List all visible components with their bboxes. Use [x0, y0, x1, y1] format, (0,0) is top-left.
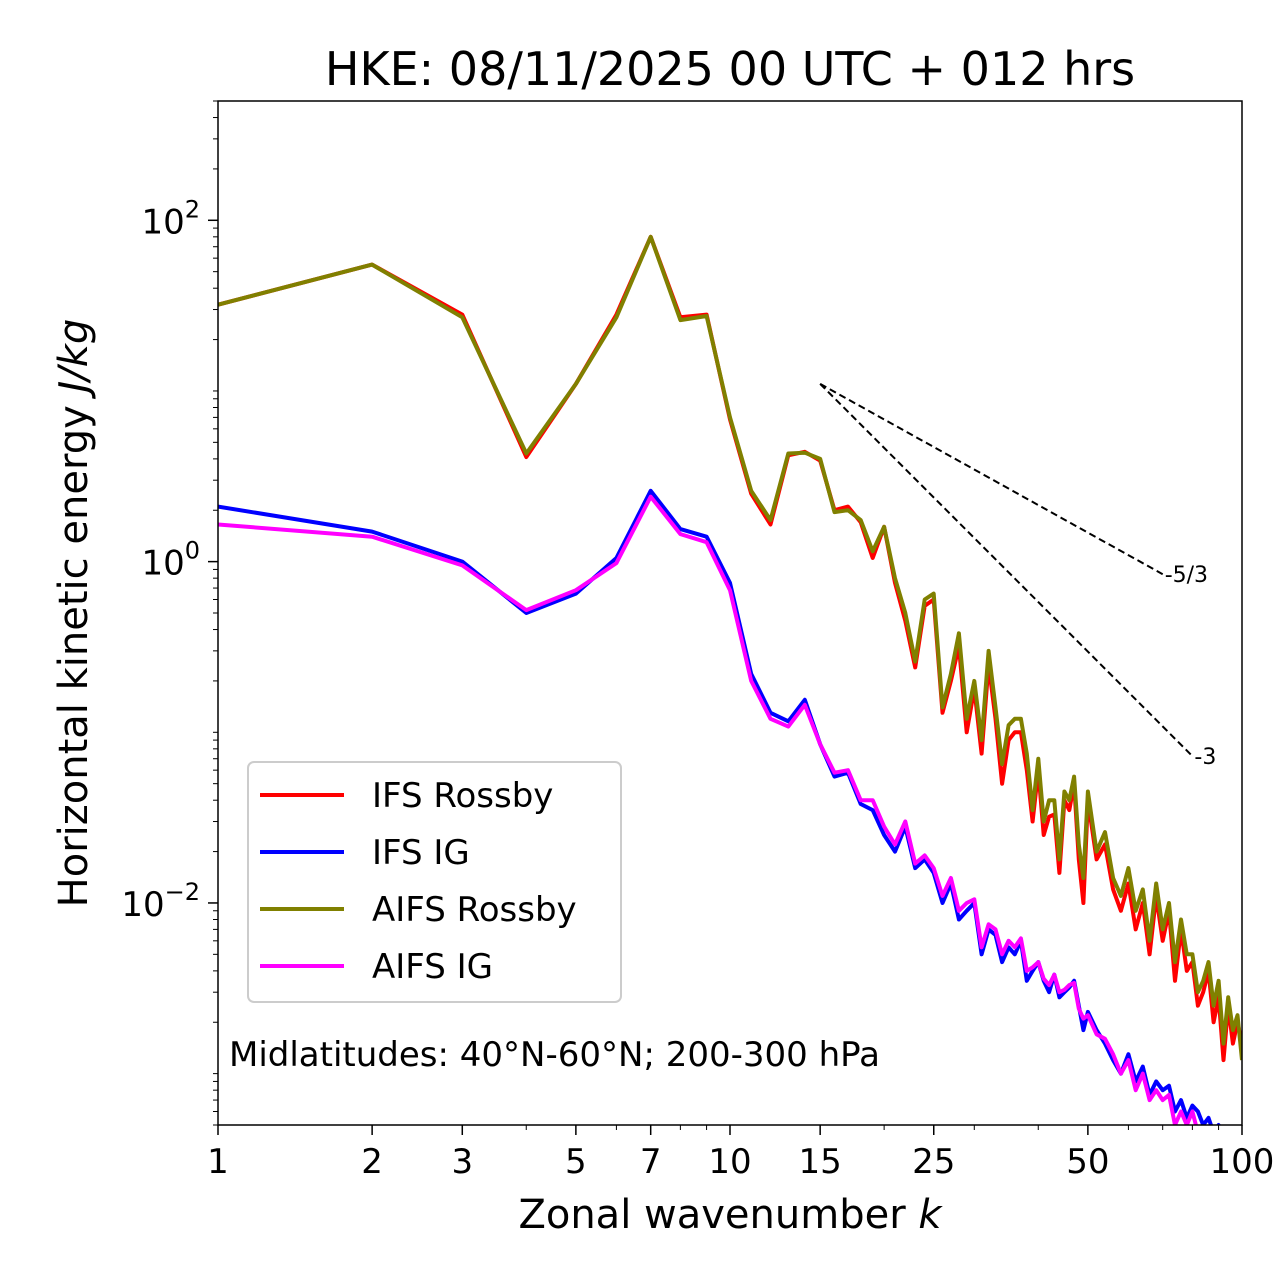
reference-line-label: -3: [1194, 745, 1216, 770]
x-tick-label: 5: [565, 1142, 587, 1182]
region-annotation: Midlatitudes: 40°N-60°N; 200-300 hPa: [229, 1035, 880, 1075]
x-tick-label: 25: [912, 1142, 955, 1182]
series-line-aifs-rossby: [218, 234, 1242, 1061]
legend-label-ifs-ig: IFS IG: [372, 833, 470, 873]
y-tick-base: 10: [121, 885, 164, 925]
y-tick-label: 10−2: [121, 878, 200, 925]
x-axis-label-main: Zonal wavenumber: [518, 1192, 918, 1238]
y-tick-label: 102: [141, 195, 200, 242]
y-tick-label: 100: [141, 537, 200, 584]
series-layer: [218, 234, 1242, 1125]
x-axis-label-variable: k: [918, 1192, 943, 1238]
legend: IFS Rossby IFS IG AIFS Rossby AIFS IG: [247, 761, 622, 1003]
x-tick-label: 2: [361, 1142, 383, 1182]
reference-lines: -5/3 -3: [819, 383, 1216, 770]
series-line-aifs-ig: [218, 494, 1198, 1125]
legend-entries: IFS Rossby IFS IG AIFS Rossby AIFS IG: [260, 776, 577, 987]
series-line-ifs-ig: [218, 488, 1221, 1125]
x-tick-label: 100: [1210, 1142, 1275, 1182]
y-tick-base: 10: [141, 202, 184, 242]
legend-label-aifs-ig: AIFS IG: [372, 947, 493, 987]
y-axis-label-main: Horizontal kinetic energy: [51, 393, 97, 908]
reference-line-label: -5/3: [1165, 563, 1208, 588]
y-axis-label-unit: J/kg: [51, 319, 97, 400]
legend-box: [247, 761, 622, 1003]
x-axis-label: Zonal wavenumber k: [518, 1192, 943, 1238]
x-tick-label: 1: [207, 1142, 229, 1182]
x-tick-label: 3: [451, 1142, 473, 1182]
y-tick-exponent: −2: [165, 878, 200, 906]
legend-label-aifs-rossby: AIFS Rossby: [372, 890, 577, 930]
x-axis-ticks: 1 2 3 5 7 10 15 25 50 100: [207, 1125, 1274, 1182]
chart-title: HKE: 08/11/2025 00 UTC + 012 hrs: [325, 42, 1135, 96]
y-tick-base: 10: [141, 544, 184, 584]
x-tick-label: 50: [1066, 1142, 1109, 1182]
legend-label-ifs-rossby: IFS Rossby: [372, 776, 553, 816]
x-tick-label: 7: [640, 1142, 662, 1182]
y-tick-exponent: 2: [185, 195, 200, 223]
y-tick-exponent: 0: [185, 537, 200, 565]
y-axis-label: Horizontal kinetic energy J/kg: [51, 319, 97, 908]
x-tick-label: 10: [708, 1142, 751, 1182]
x-tick-label: 15: [799, 1142, 842, 1182]
